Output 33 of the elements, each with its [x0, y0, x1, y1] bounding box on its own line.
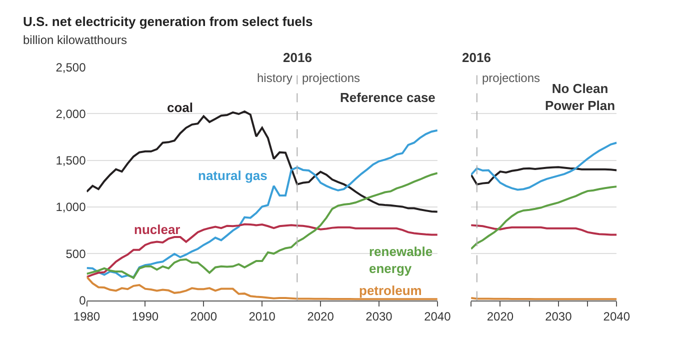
y-tick-label: 1,500	[56, 154, 86, 168]
line-series	[86, 129, 438, 278]
annotation: Reference case	[340, 90, 436, 105]
chart-subtitle: billion kilowatthours	[23, 33, 128, 47]
line-series	[86, 223, 438, 278]
x-tick-label: 2040	[603, 310, 630, 324]
annotation: projections	[302, 71, 360, 85]
x-tick-label: 1990	[132, 310, 159, 324]
x-tick-label: 2030	[366, 310, 393, 324]
annotation: history	[257, 71, 292, 85]
ref-line-label: 2016	[283, 50, 312, 65]
text: renewable energy	[369, 244, 433, 276]
chart-title: U.S. net electricity generation from select fuels	[23, 14, 313, 29]
series-label: coal	[167, 100, 194, 115]
y-tick-label: 0	[79, 293, 86, 308]
series-label: petroleum	[359, 283, 422, 298]
y-tick-label: 2,500	[56, 60, 86, 74]
x-tick-label: 2040	[424, 310, 452, 324]
ref-line-label: 2016	[462, 50, 491, 65]
annotation: projections	[482, 71, 540, 85]
x-tick-label: 2030	[545, 310, 572, 324]
x-tick-label: 2020	[486, 310, 514, 324]
x-tick-label: 2010	[248, 310, 276, 324]
y-tick-label: 2,000	[56, 106, 86, 121]
y-tick-label: 1,000	[56, 200, 86, 214]
line-series	[86, 172, 438, 279]
x-tick-label: 2000	[190, 310, 218, 324]
y-tick-label: 500	[66, 246, 86, 261]
series-label: natural gas	[198, 168, 268, 183]
annotation: No Clean Power Plan	[545, 81, 616, 113]
x-tick-label: 1980	[73, 310, 100, 324]
x-tick-label: 2020	[307, 310, 334, 324]
series-label: nuclear	[134, 222, 180, 237]
